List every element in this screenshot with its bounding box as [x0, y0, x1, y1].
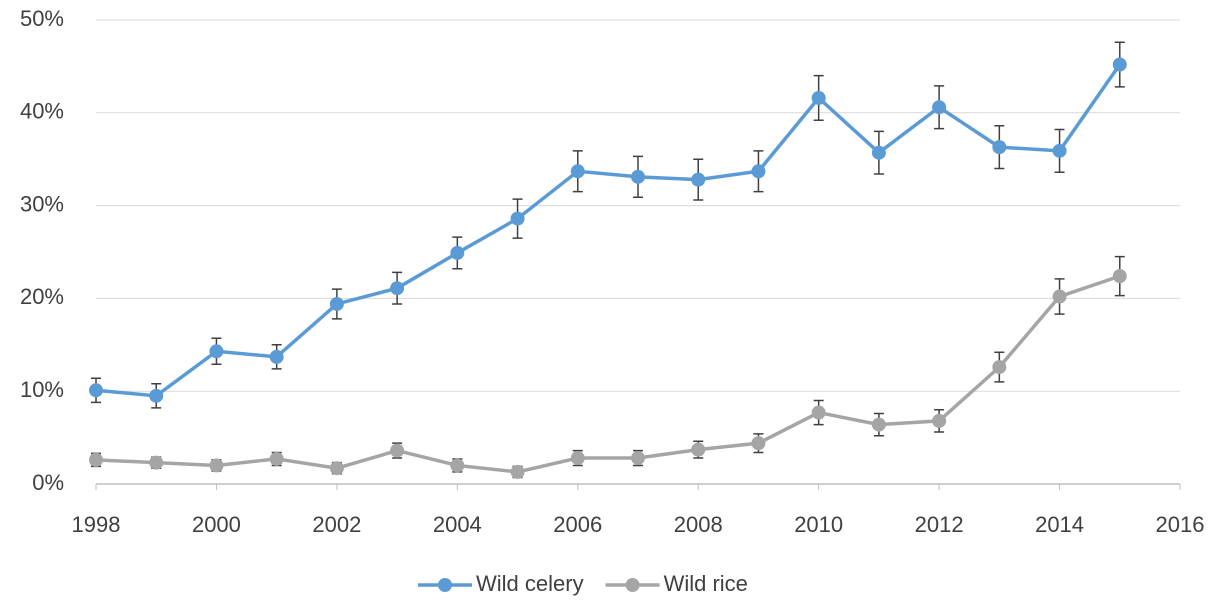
point: [751, 436, 766, 451]
x-tick-label: 2014: [1035, 512, 1084, 537]
point: [631, 451, 645, 466]
y-tick-label: 0%: [32, 470, 64, 495]
point: [329, 461, 344, 476]
point: [751, 164, 766, 179]
point: [149, 455, 164, 470]
point: [149, 388, 164, 403]
point: [631, 169, 645, 184]
x-tick-label: 2004: [433, 512, 482, 537]
y-tick-label: 50%: [20, 6, 64, 31]
legend-marker: [438, 578, 452, 592]
x-tick-label: 2012: [915, 512, 964, 537]
x-tick-label: 2016: [1156, 512, 1205, 537]
point: [89, 383, 103, 398]
point: [1112, 269, 1127, 284]
x-tick-label: 2006: [553, 512, 602, 537]
y-tick-label: 20%: [20, 284, 64, 309]
point: [510, 211, 525, 226]
x-tick-label: 2008: [674, 512, 723, 537]
point: [992, 360, 1007, 375]
point: [390, 443, 405, 458]
point: [992, 140, 1007, 155]
point: [932, 100, 947, 115]
series-line: [95, 63, 1122, 398]
y-tick-label: 10%: [20, 377, 64, 402]
point: [450, 458, 465, 473]
x-tick-label: 2002: [312, 512, 361, 537]
series-line: [95, 274, 1121, 474]
point: [269, 451, 284, 466]
point: [510, 464, 525, 479]
point: [691, 442, 706, 457]
y-tick-label: 30%: [20, 191, 64, 216]
point: [570, 164, 585, 179]
point: [1052, 143, 1067, 158]
y-tick-label: 40%: [20, 99, 64, 124]
point: [269, 349, 284, 364]
point: [871, 417, 886, 432]
point: [570, 451, 585, 466]
point: [932, 413, 947, 428]
point: [390, 281, 405, 296]
point: [450, 245, 465, 260]
x-tick-label: 1998: [72, 512, 121, 537]
legend-marker: [625, 578, 640, 592]
point: [1112, 57, 1127, 72]
legend-label: Wild rice: [664, 571, 748, 596]
point: [871, 145, 886, 160]
point: [1052, 289, 1067, 304]
legend-label: Wild celery: [476, 571, 584, 596]
point: [811, 405, 826, 420]
point: [209, 458, 224, 473]
x-tick-label: 2000: [192, 512, 241, 537]
point: [691, 172, 706, 187]
point: [811, 90, 826, 105]
point: [209, 344, 224, 359]
point: [329, 296, 344, 311]
point: [89, 452, 103, 467]
x-tick-label: 2010: [794, 512, 843, 537]
